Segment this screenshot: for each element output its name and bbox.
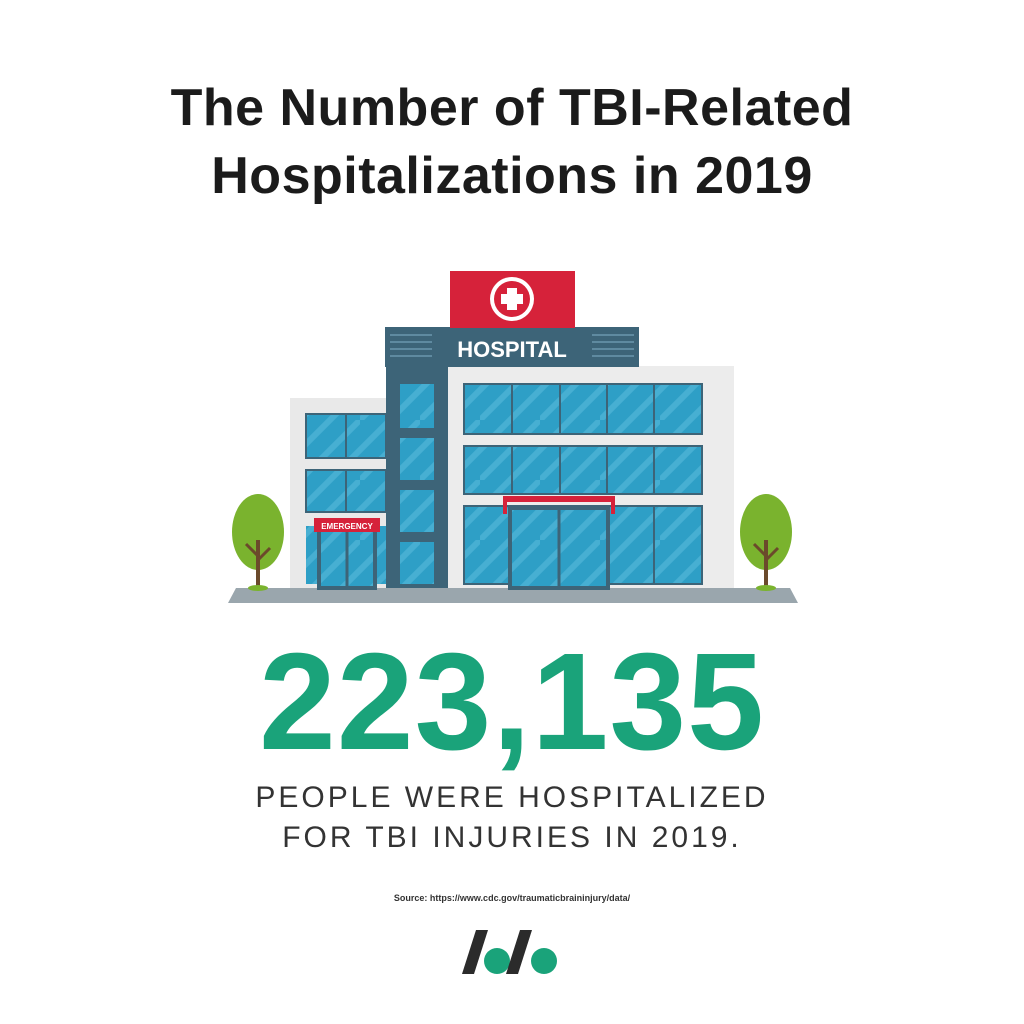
tree-icon-left	[232, 494, 284, 591]
brand-logo	[462, 930, 557, 974]
page-title: The Number of TBI-Related Hospitalizatio…	[0, 74, 1024, 210]
hospital-sign-band	[385, 327, 639, 367]
tree-icon-right	[740, 494, 792, 591]
title-line-1: The Number of TBI-Related	[170, 79, 854, 137]
entrance-canopy	[503, 496, 615, 502]
caption-line-1: PEOPLE WERE HOSPITALIZED	[255, 781, 769, 814]
ground-strip	[228, 588, 798, 603]
hospital-sign-text: HOSPITAL	[457, 337, 567, 362]
caption-line-2: FOR TBI INJURIES IN 2019.	[282, 821, 742, 854]
stat-caption: PEOPLE WERE HOSPITALIZED FOR TBI INJURIE…	[0, 778, 1024, 858]
title-line-2: Hospitalizations in 2019	[211, 147, 813, 205]
emergency-sign	[314, 518, 380, 532]
hospitalization-count: 223,135	[259, 625, 765, 779]
source-citation: Source: https://www.cdc.gov/traumaticbra…	[393, 893, 631, 903]
emergency-sign-text: EMERGENCY	[321, 522, 373, 531]
